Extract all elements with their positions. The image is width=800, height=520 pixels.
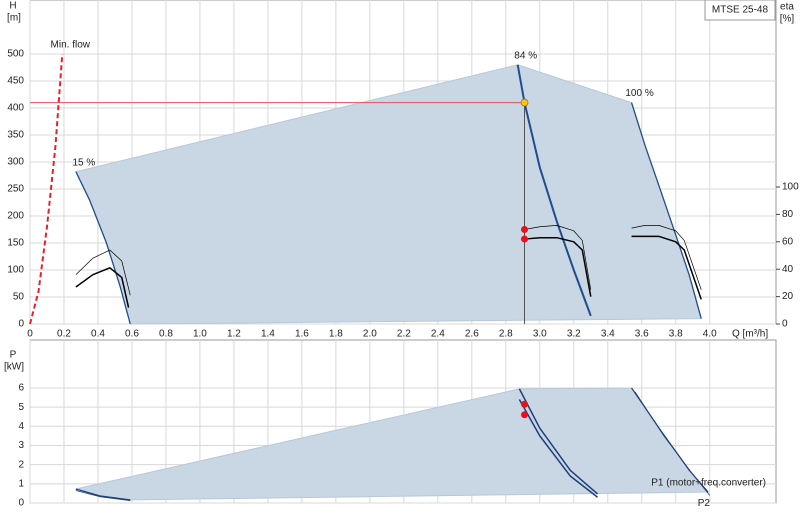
y-tick-label: 0 xyxy=(18,498,24,509)
x-tick-label: 2.0 xyxy=(363,329,377,340)
y-tick-label: 500 xyxy=(7,49,24,60)
x-tick-label: 1.8 xyxy=(329,329,343,340)
curve xyxy=(634,391,711,496)
eta-curve xyxy=(75,249,131,296)
x-tick-label: 0.8 xyxy=(159,329,173,340)
x-tick-label: 2.2 xyxy=(397,329,411,340)
x-tick-label: 0.6 xyxy=(125,329,139,340)
x-tick-label: 1.4 xyxy=(261,329,275,340)
y-tick-label: 400 xyxy=(7,103,24,114)
eta-curve xyxy=(631,235,702,300)
curve-label: P1 (motor+freq.converter) xyxy=(651,478,766,489)
title-box xyxy=(704,0,776,21)
y2-axis-unit: [%] xyxy=(780,14,795,25)
y2-tick-label: 40 xyxy=(782,264,794,275)
curve-label: Min. flow xyxy=(51,40,91,51)
x-tick-label: 3.6 xyxy=(635,329,649,340)
y2-tick-label: 60 xyxy=(782,236,794,247)
y-tick-label: 150 xyxy=(7,238,24,249)
operating-point xyxy=(521,411,529,419)
curve-label: 84 % xyxy=(514,50,537,61)
y-tick-label: 300 xyxy=(7,157,24,168)
x-tick-label: 1.2 xyxy=(227,329,241,340)
x-axis-label: Q [m³/h] xyxy=(732,329,768,340)
x-tick-label: 3.0 xyxy=(533,329,547,340)
x-tick-label: 2.6 xyxy=(465,329,479,340)
y-tick-label: 100 xyxy=(7,265,24,276)
x-tick-label: 3.4 xyxy=(601,329,615,340)
y2-tick-label: 80 xyxy=(782,209,794,220)
y-tick-label: 3 xyxy=(18,440,24,451)
curve xyxy=(518,388,599,495)
y2-axis-label: eta xyxy=(780,2,794,13)
x-tick-label: 3.2 xyxy=(567,329,581,340)
operating-point xyxy=(521,225,529,233)
curve xyxy=(75,490,131,502)
x-tick-label: 4.0 xyxy=(703,329,717,340)
y-axis-label: P xyxy=(10,350,17,361)
y-tick-label: 4 xyxy=(18,421,24,432)
chart-title: MTSE 25-48 xyxy=(712,5,769,16)
x-tick-label: 0.4 xyxy=(91,329,105,340)
y2-tick-label: 20 xyxy=(782,291,794,302)
y-tick-label: 350 xyxy=(7,130,24,141)
x-tick-label: 3.8 xyxy=(669,329,683,340)
eta-curve xyxy=(631,225,702,290)
x-tick-label: 2.4 xyxy=(431,329,445,340)
x-tick-label: 0 xyxy=(27,329,33,340)
curve xyxy=(630,102,702,319)
y2-tick-label: 100 xyxy=(782,182,799,193)
eta-curve xyxy=(75,267,130,308)
eta-curve xyxy=(524,236,592,297)
x-tick-label: 0.2 xyxy=(57,329,71,340)
y-tick-label: 5 xyxy=(18,402,24,413)
curve xyxy=(29,53,64,325)
operating-point xyxy=(521,235,529,243)
curve xyxy=(75,488,131,501)
x-tick-label: 1.0 xyxy=(193,329,207,340)
y-tick-label: 250 xyxy=(7,184,24,195)
y-tick-label: 1 xyxy=(18,478,24,489)
curve xyxy=(516,64,592,317)
y-tick-label: 450 xyxy=(7,76,24,87)
curve xyxy=(75,171,131,325)
y2-tick-label: 0 xyxy=(782,319,788,330)
operating-point xyxy=(521,400,529,408)
x-tick-label: 2.8 xyxy=(499,329,513,340)
curve-label: P2 xyxy=(698,498,711,509)
y-axis-unit: [kW] xyxy=(4,362,24,373)
curve-label: 15 % xyxy=(72,157,95,168)
curve xyxy=(518,399,599,498)
y-tick-label: 2 xyxy=(18,459,24,470)
y-tick-label: 6 xyxy=(18,383,24,394)
y-tick-label: 200 xyxy=(7,211,24,222)
x-tick-label: 1.6 xyxy=(295,329,309,340)
y-tick-label: 0 xyxy=(18,319,24,330)
duty-point xyxy=(520,98,529,107)
y-tick-label: 50 xyxy=(13,292,25,303)
eta-curve xyxy=(524,225,592,290)
y-axis-label: H xyxy=(9,1,16,12)
y-axis-unit: [m] xyxy=(7,13,21,24)
curve-label: 100 % xyxy=(625,88,653,99)
